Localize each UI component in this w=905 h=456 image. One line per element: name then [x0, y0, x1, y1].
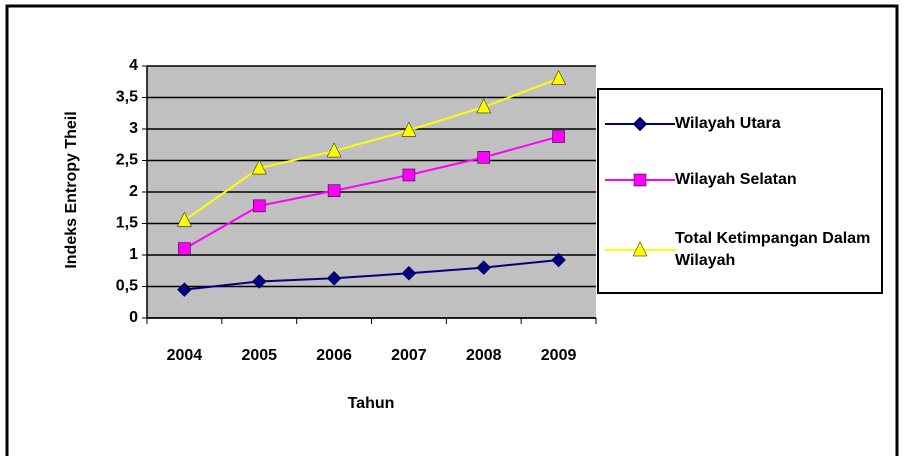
x-tick-label: 2007: [391, 347, 427, 364]
y-axis-label: Indeks Entropy Theil: [63, 111, 80, 268]
legend-label: Wilayah Selatan: [675, 169, 875, 191]
legend-label: Wilayah Utara: [675, 113, 875, 135]
y-tick-label: 2: [129, 183, 138, 200]
marker: [634, 174, 646, 186]
y-tick-label: 3: [129, 120, 138, 137]
y-tick-label: 2,5: [116, 152, 138, 169]
legend-swatch: [605, 238, 675, 262]
x-tick-label: 2006: [316, 347, 352, 364]
y-tick-label: 3,5: [116, 89, 138, 106]
x-axis-label: Tahun: [348, 395, 395, 412]
marker: [633, 117, 647, 131]
y-tick-label: 4: [129, 57, 138, 74]
legend-swatch: [605, 112, 675, 136]
legend-entry: Total Ketimpangan Dalam Wilayah: [605, 228, 875, 272]
marker: [328, 185, 340, 197]
y-tick-label: 1,5: [116, 215, 138, 232]
x-tick-label: 2004: [167, 347, 203, 364]
legend: Wilayah Utara Wilayah Selatan Total Ketimp…: [597, 88, 883, 294]
marker: [553, 131, 565, 143]
marker: [478, 151, 490, 163]
legend-entry: Wilayah Selatan: [605, 168, 875, 192]
legend-swatch: [605, 168, 675, 192]
y-tick-label: 1: [129, 246, 138, 263]
x-tick-label: 2005: [241, 347, 277, 364]
x-tick-label: 2008: [466, 347, 502, 364]
x-tick-label: 2009: [541, 347, 577, 364]
y-tick-label: 0,5: [116, 278, 138, 295]
legend-entry: Wilayah Utara: [605, 112, 875, 136]
marker: [253, 200, 265, 212]
y-tick-label: 0: [129, 309, 138, 326]
legend-label: Total Ketimpangan Dalam Wilayah: [675, 228, 875, 272]
marker: [178, 243, 190, 255]
page: Tahun Indeks Entropy Theil 0 0,5 1 1,5 2 2,5 3…: [0, 0, 905, 456]
marker: [403, 169, 415, 181]
